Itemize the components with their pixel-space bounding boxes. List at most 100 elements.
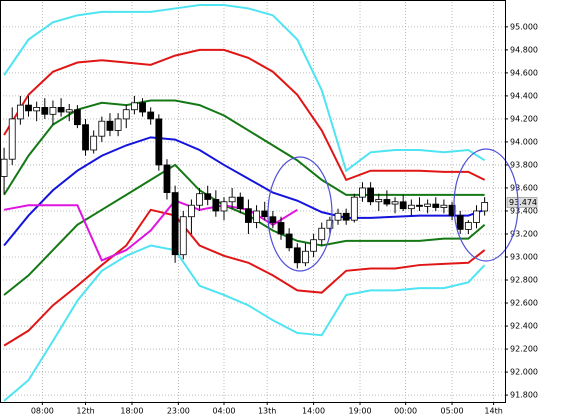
candle-body (456, 215, 464, 230)
candle-body (236, 196, 244, 210)
x-tick-label: 23:00 (167, 407, 190, 416)
candle-body (8, 118, 16, 160)
y-tick-label: 94.200 (510, 114, 538, 123)
annotation-ellipse (453, 148, 519, 262)
candle-body (163, 164, 171, 193)
x-tick-label: 04:00 (212, 407, 235, 416)
indicator-line (3, 99, 485, 196)
candle-body (33, 107, 41, 112)
annotation-ellipse (267, 156, 333, 272)
x-tick-label: 19:00 (348, 407, 371, 416)
candle-body (464, 222, 472, 230)
candle-body (82, 124, 89, 151)
candle-body (41, 107, 49, 115)
indicator-line (3, 3, 486, 173)
y-tick-label: 94.600 (510, 68, 538, 77)
x-tick-label: 00:00 (394, 407, 417, 416)
x-tick-label: 14:00 (302, 407, 325, 416)
last-price-box (506, 197, 538, 208)
y-tick-label: 92.400 (510, 322, 538, 331)
x-tick-label: 13th (258, 407, 276, 416)
candle-body (310, 239, 317, 252)
candle-body (269, 216, 277, 223)
candle-body (139, 102, 146, 113)
candle-body (407, 204, 415, 210)
candle-body (188, 204, 195, 218)
candle-body (114, 118, 122, 131)
candle-body (57, 107, 65, 113)
candle-body (375, 199, 383, 203)
candle-body (98, 120, 106, 137)
y-tick-label: 92.000 (510, 368, 538, 377)
candle-body (318, 227, 326, 241)
candle-body (326, 219, 334, 229)
candle-body (277, 222, 285, 235)
candle-body (440, 204, 448, 208)
candle-body (179, 216, 187, 256)
y-tick-label: 93.200 (510, 229, 538, 238)
indicator-line (3, 244, 486, 402)
y-tick-label: 93.400 (510, 206, 538, 215)
candle-body (0, 158, 8, 177)
x-tick-label: 14th (484, 407, 502, 416)
y-tick-label: 94.400 (510, 91, 538, 100)
candle-body (261, 210, 269, 218)
axes: 95.000 94.800 94.600 94.400 94.200 94.000 93.8… (31, 22, 538, 415)
candle-body (204, 193, 212, 200)
candle-body (16, 104, 24, 120)
candle-body (65, 109, 73, 113)
candle-body (49, 107, 57, 115)
candle-body (473, 210, 480, 223)
y-tick-label: 94.000 (510, 137, 538, 146)
y-tick-label: 92.600 (510, 299, 538, 308)
candle-body (196, 193, 203, 206)
candle-body (383, 199, 391, 205)
y-tick-label: 95.000 (510, 22, 538, 31)
indicator-line (3, 208, 486, 347)
last-price-label: 93.474 (509, 198, 537, 207)
candle-body (334, 212, 342, 221)
x-tick-label: 05:00 (441, 407, 464, 416)
y-tick-label: 93.600 (510, 183, 538, 192)
x-tick-label: 18:00 (120, 407, 143, 416)
y-tick-label: 93.000 (510, 253, 538, 262)
candle-body (367, 187, 375, 203)
candle-body (106, 120, 114, 131)
candle-body (155, 118, 163, 166)
candle-body (25, 104, 32, 112)
candle-body (432, 203, 440, 208)
y-tick-label: 94.800 (510, 45, 538, 54)
candle-body (416, 204, 423, 207)
candle-body (350, 196, 358, 221)
indicator-line (3, 136, 485, 247)
y-tick-label: 92.800 (510, 276, 538, 285)
y-tick-label: 93.800 (510, 160, 538, 169)
candle-body (391, 201, 399, 205)
candle-body (171, 192, 179, 256)
candle-body (245, 208, 252, 223)
candle-body (130, 102, 138, 111)
candle-body (285, 233, 293, 249)
x-tick-label: 12th (76, 407, 94, 416)
candle-body (73, 109, 81, 126)
indicator-line (3, 48, 486, 182)
candle-body (220, 201, 228, 212)
candle-body (253, 210, 260, 223)
candle-body (342, 212, 350, 221)
candle-body (399, 201, 407, 210)
candle-body (212, 199, 220, 212)
candle-body (481, 202, 489, 212)
candle-body (147, 111, 155, 120)
candle-body (359, 187, 366, 198)
candle-body (302, 250, 309, 264)
indicator-lines (3, 3, 486, 402)
y-tick-label: 91.800 (510, 391, 538, 400)
candles (0, 95, 489, 269)
x-tick-label: 08:00 (31, 407, 54, 416)
candle-body (293, 247, 301, 264)
y-tick-label: 92.200 (510, 345, 538, 354)
candle-body (90, 135, 98, 151)
candle-body (424, 203, 432, 207)
